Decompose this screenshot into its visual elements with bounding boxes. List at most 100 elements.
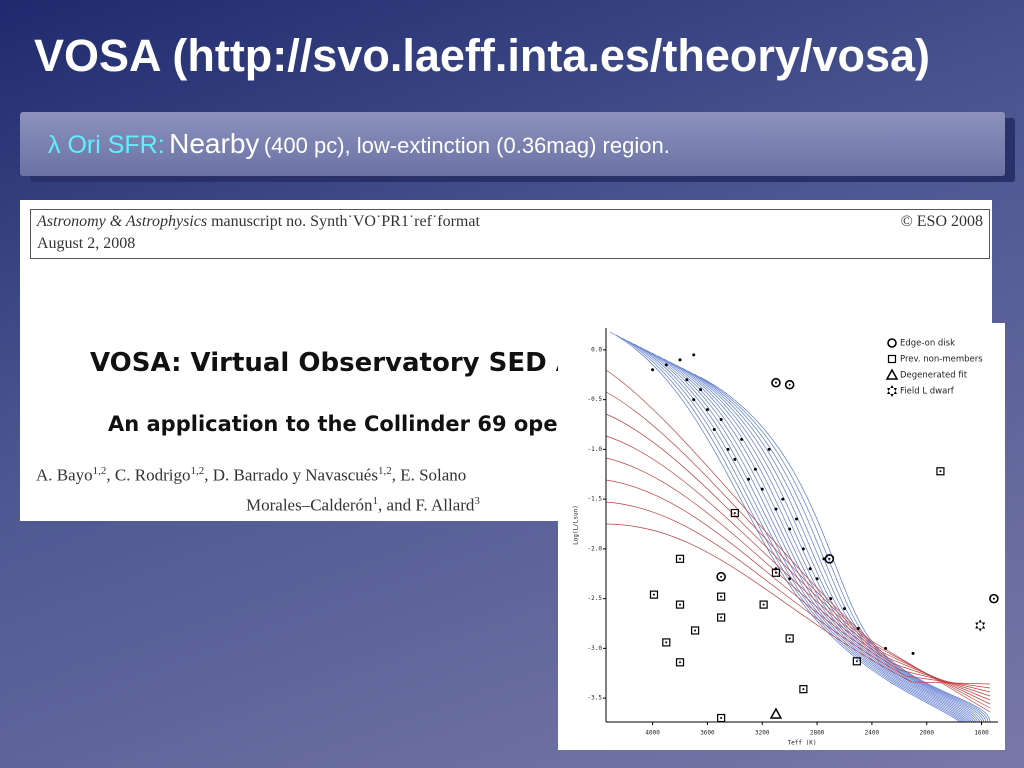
marker-center	[733, 512, 736, 515]
marker-square	[936, 467, 945, 476]
marker-dot	[692, 353, 696, 357]
marker-dot	[651, 368, 655, 372]
y-tick-label: -1.0	[588, 446, 603, 453]
x-tick-label: 1600	[974, 730, 989, 737]
affiliation: 1,2	[92, 465, 107, 477]
manuscript: manuscript no. Synth˙VO˙PR1˙ref˙format	[207, 213, 480, 230]
marker-center	[720, 595, 723, 598]
marker-square	[717, 713, 726, 723]
affiliation: 1,2	[190, 465, 205, 477]
model-track	[681, 367, 985, 723]
author-name: , D. Barrado y Navascués	[204, 465, 378, 485]
marker-center	[720, 575, 723, 578]
marker-center	[652, 593, 655, 596]
marker-center	[679, 661, 682, 664]
legend-label: Degenerated fit	[900, 371, 968, 381]
affiliation: 1	[372, 495, 379, 507]
marker-dot	[726, 447, 730, 451]
x-tick-label: 3200	[755, 730, 770, 737]
x-tick-label: 2800	[810, 730, 825, 737]
marker-square	[675, 600, 685, 609]
paper-subtitle: An application to the Collinder 69 ope	[108, 412, 558, 436]
marker-dot	[911, 651, 915, 655]
marker-dot	[712, 427, 716, 431]
model-track	[633, 343, 969, 723]
marker-dot	[788, 527, 792, 531]
model-track	[651, 352, 975, 723]
model-track	[675, 364, 983, 723]
marker-dot	[801, 547, 805, 551]
journal: Astronomy & Astrophysics	[37, 213, 208, 230]
banner-text: λ Ori SFR: Nearby (400 pc), low-extincti…	[48, 128, 670, 160]
marker-square	[662, 638, 671, 647]
marker-circle	[784, 379, 795, 390]
slide-title: VOSA (http://svo.laeff.inta.es/theory/vo…	[34, 30, 931, 81]
marker-dot	[753, 467, 757, 471]
marker-dot	[692, 398, 696, 402]
model-track	[699, 376, 991, 723]
banner-lead: Nearby	[169, 128, 260, 159]
marker-dot	[760, 487, 764, 491]
x-tick-label: 2000	[920, 730, 935, 737]
marker-dot	[719, 418, 723, 422]
marker-circle	[887, 338, 897, 348]
author-line: A. Bayo1,2, C. Rodrigo1,2, D. Barrado y …	[36, 465, 466, 486]
marker-center	[788, 383, 791, 386]
marker-dot	[664, 363, 668, 367]
marker-dot	[842, 607, 846, 611]
marker-triangle	[769, 707, 783, 719]
model-track	[687, 370, 987, 723]
marker-center	[788, 637, 791, 640]
marker-dot	[705, 408, 709, 412]
paper-title: VOSA: Virtual Observatory SED A	[90, 348, 576, 378]
model-track	[605, 435, 991, 701]
legend-label: Field L dwarf	[900, 387, 955, 397]
marker-square	[799, 685, 808, 694]
y-tick-label: -3.5	[588, 695, 603, 702]
marker-dot	[767, 447, 771, 451]
author-name: , C. Rodrigo	[106, 465, 191, 485]
marker-center	[828, 557, 831, 560]
marker-dot	[747, 477, 751, 481]
author-name: , and F. Allard	[378, 495, 475, 515]
y-tick-label: -2.0	[588, 545, 603, 552]
model-track	[605, 391, 991, 709]
date: August 2, 2008	[37, 235, 136, 252]
model-tracks	[605, 331, 991, 723]
model-track	[605, 413, 991, 705]
marker-square	[675, 554, 685, 563]
marker-center	[762, 603, 765, 606]
x-axis-label: Teff (K)	[788, 740, 817, 747]
marker-center	[720, 717, 723, 720]
marker-dot	[781, 497, 785, 501]
marker-center	[679, 557, 682, 560]
figure: Teff (K) Log(L/Lsun) 4000 3600 3200 2800 240…	[558, 323, 1005, 750]
model-track	[605, 457, 991, 697]
affiliation: 3	[474, 495, 480, 507]
affiliation: 1,2	[377, 465, 392, 477]
marker-dot	[884, 646, 888, 650]
banner: λ Ori SFR: Nearby (400 pc), low-extincti…	[20, 112, 1005, 176]
marker-dot	[788, 577, 792, 581]
model-track	[605, 523, 991, 685]
marker-dot	[685, 378, 689, 382]
marker-dot	[678, 358, 682, 362]
marker-dot	[795, 517, 799, 521]
x-tick-label: 4000	[645, 730, 660, 737]
model-track	[627, 340, 967, 723]
marker-square	[690, 626, 700, 635]
marker-center	[665, 641, 668, 644]
model-track	[615, 334, 963, 723]
model-track	[663, 358, 979, 723]
model-track	[605, 479, 991, 693]
marker-center	[774, 381, 777, 384]
marker-center	[679, 603, 682, 606]
y-axis-label: Log(L/Lsun)	[573, 505, 580, 545]
y-tick-label: 0.0	[591, 346, 602, 353]
journal-line: Astronomy & Astrophysics manuscript no. …	[37, 213, 480, 231]
marker-triangle	[885, 368, 899, 380]
marker-circle	[989, 593, 999, 604]
marker-center	[720, 616, 723, 619]
marker-square	[852, 657, 861, 666]
